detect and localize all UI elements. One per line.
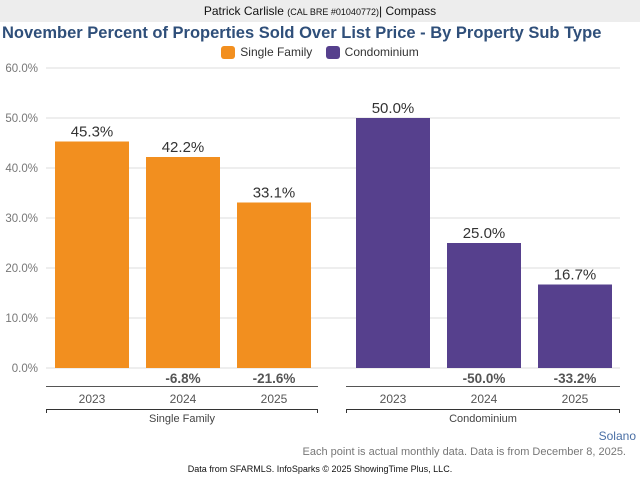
bar	[237, 202, 311, 368]
bar	[146, 157, 220, 368]
group-label: Condominium	[449, 413, 517, 425]
y-tick-label: 30.0%	[5, 213, 38, 225]
bar	[55, 141, 129, 368]
data-note: Each point is actual monthly data. Data …	[302, 446, 626, 458]
y-tick-label: 60.0%	[5, 63, 38, 75]
data-label: 33.1%	[253, 185, 296, 202]
data-label: 16.7%	[554, 267, 597, 284]
legend-swatch-single-family	[221, 45, 236, 59]
bar-chart: 0.0% 10.0% 20.0% 30.0% 40.0% 50.0% 60.0% 45.3%…	[5, 63, 620, 425]
legend-item-condominium[interactable]: Condominium	[325, 45, 419, 59]
agent-license: (CAL BRE #01040772)	[287, 7, 379, 17]
group-label: Single Family	[149, 413, 216, 425]
x-tick-label: 2024	[471, 392, 498, 406]
bar	[447, 243, 521, 368]
y-tick-label: 10.0%	[5, 313, 38, 325]
x-tick-label: 2025	[261, 392, 288, 406]
legend-item-single-family[interactable]: Single Family	[221, 45, 312, 59]
bar	[538, 284, 612, 368]
group-bracket	[46, 409, 318, 413]
data-label: 50.0%	[372, 100, 415, 117]
agent-name: Patrick Carlisle	[203, 4, 284, 18]
legend-label: Single Family	[240, 45, 313, 59]
agent-header: Patrick Carlisle (CAL BRE #01040772)| Co…	[0, 0, 640, 22]
y-tick-label: 20.0%	[5, 263, 38, 275]
change-label: -50.0%	[463, 371, 506, 386]
y-tick-label: 50.0%	[5, 113, 38, 125]
chart-title: November Percent of Properties Sold Over…	[2, 24, 602, 42]
change-label: -33.2%	[554, 371, 597, 386]
legend-swatch-condominium	[325, 45, 340, 59]
x-tick-label: 2024	[170, 392, 197, 406]
data-source: Data from SFARMLS. InfoSparks © 2025 Sho…	[187, 464, 453, 474]
company-name: Compass	[385, 4, 437, 18]
y-tick-label: 0.0%	[12, 363, 38, 375]
change-label: -21.6%	[253, 371, 296, 386]
x-tick-label: 2023	[380, 392, 407, 406]
legend-label: Condominium	[344, 45, 419, 59]
x-tick-label: 2025	[562, 392, 589, 406]
change-label: -6.8%	[165, 371, 200, 386]
data-label: 25.0%	[463, 225, 506, 242]
x-tick-label: 2023	[79, 392, 106, 406]
y-tick-label: 40.0%	[5, 163, 38, 175]
bar	[356, 118, 430, 368]
chart-legend: Single Family Condominium	[0, 45, 640, 62]
header-separator: |	[378, 4, 383, 18]
group-bracket	[346, 409, 620, 413]
data-label: 45.3%	[71, 124, 114, 141]
region-label: Solano	[598, 429, 636, 443]
data-label: 42.2%	[162, 139, 205, 156]
